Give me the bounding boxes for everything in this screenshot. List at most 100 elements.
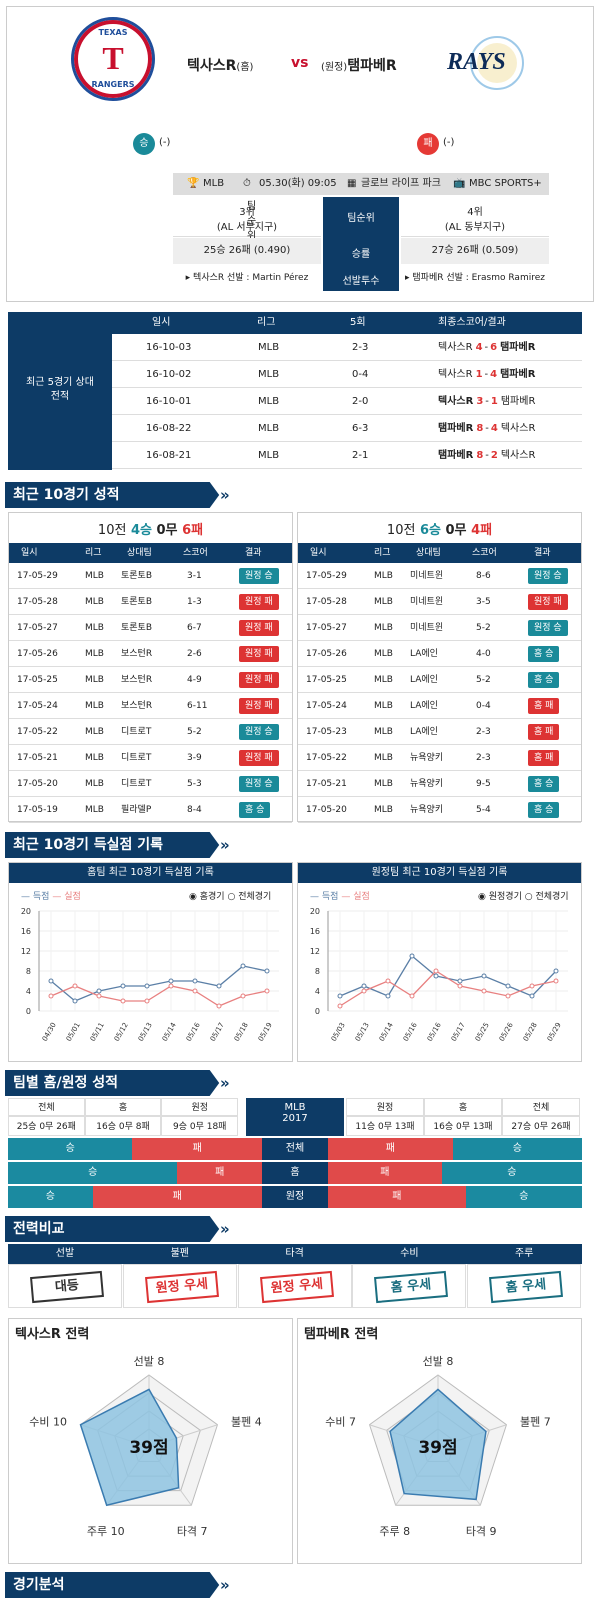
recent10-result-badge: 원정 승	[239, 568, 279, 584]
recent10-league: MLB	[85, 701, 104, 711]
section-recent10-title: 최근 10경기 성적	[13, 487, 120, 503]
radar-axis-label: 주루 8	[379, 1525, 410, 1538]
h2h-row[interactable]: 16-08-22 MLB 6-3 탬파베R 8-4 텍사스R	[112, 415, 582, 442]
recent10-league: MLB	[85, 649, 104, 659]
match-header: TEXAS T RANGERS 텍사스R(홈) vs (원정)탬파베R RAYS…	[6, 6, 594, 302]
h2h-row[interactable]: 16-10-01 MLB 2-0 텍사스R 3-1 탬파베R	[112, 388, 582, 415]
recent10-league: MLB	[85, 571, 104, 581]
data-point	[96, 988, 102, 994]
h2h-left-score: 8	[476, 423, 484, 434]
radio-unchecked-icon[interactable]: ○	[524, 892, 533, 902]
info-venue: 글로브 라이프 파크	[361, 178, 441, 189]
recent10-row[interactable]: 17-05-20 MLB 디트로T 5-3 원정 승	[9, 771, 292, 797]
right-win-bar: 승	[441, 1162, 582, 1184]
recent10-date: 17-05-27	[306, 623, 347, 633]
data-point	[48, 978, 54, 984]
recent10-result-badge: 원정 패	[239, 750, 279, 766]
recent10-row[interactable]: 17-05-22 MLB 뉴욕양키 2-3 홈 패	[298, 745, 581, 771]
y-tick-label: 12	[21, 947, 31, 956]
recent10-row[interactable]: 17-05-27 MLB 토론토B 6-7 원정 패	[9, 615, 292, 641]
radio-unchecked-icon[interactable]: ○	[227, 892, 236, 902]
compare-cell: 원정 우세	[237, 1264, 352, 1308]
away-rank: 4위	[467, 207, 483, 218]
compare-table: 선발 대등 불펜 원정 우세 타격 원정 우세 수비 홈 우세 주루 홈 우세	[8, 1244, 582, 1308]
x-tick-label: 05/03	[330, 1021, 347, 1042]
recent10-league: MLB	[374, 649, 393, 659]
scoring-home-filter[interactable]: ◉ 홈경기 ○ 전체경기	[189, 889, 271, 902]
radio-away-games[interactable]: 원정경기	[488, 892, 522, 902]
recent10-row[interactable]: 17-05-20 MLB 뉴욕양키 5-4 홈 승	[298, 797, 581, 823]
recent10-row[interactable]: 17-05-29 MLB 미네트윈 8-6 원정 승	[298, 563, 581, 589]
recent10-row[interactable]: 17-05-28 MLB 미네트윈 3-5 원정 패	[298, 589, 581, 615]
scoring-home-legend: — 득점 — 실점	[21, 892, 81, 902]
legend-scored: 득점	[32, 892, 50, 902]
h2h-inning5: 2-1	[352, 450, 369, 461]
recent10-row[interactable]: 17-05-24 MLB LA에인 0-4 홈 패	[298, 693, 581, 719]
homeaway-right-header: 전체	[502, 1098, 580, 1116]
data-point	[240, 993, 246, 999]
h2h-row[interactable]: 16-08-21 MLB 2-1 탬파베R 8-2 텍사스R	[112, 442, 582, 469]
recent10-date: 17-05-22	[306, 753, 347, 763]
recent10-row[interactable]: 17-05-25 MLB LA에인 5-2 홈 승	[298, 667, 581, 693]
homeaway-bar-label: 원정	[262, 1186, 328, 1208]
recent10-away[interactable]: 10전 6승 0무 4패 일시 리그 상대팀 스코어 결과 17-05-29 MLB 미네트윈…	[297, 512, 582, 823]
recent10-col: 리그	[85, 548, 102, 558]
logo-text-bottom: RANGERS	[91, 80, 135, 89]
recent10-row[interactable]: 17-05-25 MLB 보스턴R 4-9 원정 패	[9, 667, 292, 693]
recent10-row[interactable]: 17-05-19 MLB 필라델P 8-4 홈 승	[9, 797, 292, 823]
recent10-row[interactable]: 17-05-23 MLB LA에인 2-3 홈 패	[298, 719, 581, 745]
h2h-final: 텍사스R 4-6 탬파베R	[438, 334, 535, 361]
recent10-row[interactable]: 17-05-26 MLB LA에인 4-0 홈 승	[298, 641, 581, 667]
data-point	[433, 968, 439, 974]
data-point	[120, 998, 126, 1004]
radar-axis-label: 타격 9	[466, 1525, 497, 1538]
home-result-note: (-)	[159, 137, 171, 148]
away-rank-cell: 4위 (AL 동부지구)	[401, 197, 549, 237]
chevron-right-icon: »	[220, 836, 230, 854]
logo-letter: T	[102, 40, 124, 76]
h2h-row[interactable]: 16-10-02 MLB 0-4 텍사스R 1-4 탬파베R	[112, 361, 582, 388]
recent10-row[interactable]: 17-05-21 MLB 디트로T 3-9 원정 패	[9, 745, 292, 771]
h2h-right-score: 2	[490, 450, 498, 461]
recent10-date: 17-05-27	[17, 623, 58, 633]
recent10-row[interactable]: 17-05-29 MLB 토론토B 3-1 원정 승	[9, 563, 292, 589]
recent10-row[interactable]: 17-05-21 MLB 뉴욕양키 9-5 홈 승	[298, 771, 581, 797]
recent10-score: 5-4	[476, 805, 491, 815]
recent10-league: MLB	[374, 727, 393, 737]
recent10-opp: 보스턴R	[121, 701, 153, 711]
data-point	[529, 983, 535, 989]
radio-all-games[interactable]: 전체경기	[238, 892, 272, 902]
stadium-icon: ▦	[347, 178, 357, 189]
data-point	[361, 988, 367, 994]
radio-checked-icon[interactable]: ◉	[189, 892, 197, 902]
x-tick-label: 05/16	[426, 1021, 443, 1043]
recent10-row[interactable]: 17-05-24 MLB 보스턴R 6-11 원정 패	[9, 693, 292, 719]
h2h-right-team: 텍사스R	[500, 450, 536, 461]
recent10-row[interactable]: 17-05-22 MLB 디트로T 5-2 원정 승	[9, 719, 292, 745]
recent10-row[interactable]: 17-05-28 MLB 토론토B 1-3 원정 패	[9, 589, 292, 615]
h2h-left-team: 텍사스R	[438, 342, 473, 353]
home-result-badge: 승	[133, 133, 155, 155]
recent10-result-badge: 홈 패	[528, 750, 560, 766]
radio-checked-icon[interactable]: ◉	[478, 892, 486, 902]
radio-all-games[interactable]: 전체경기	[535, 892, 569, 902]
summary-center-col	[323, 197, 399, 291]
away-draws: 0무	[445, 523, 467, 538]
homeaway-right-value: 27승 0무 26패	[502, 1116, 580, 1136]
recent10-score: 9-5	[476, 779, 491, 789]
scoring-away-filter[interactable]: ◉ 원정경기 ○ 전체경기	[478, 889, 569, 902]
h2h-row[interactable]: 16-10-03 MLB 2-3 텍사스R 4-6 탬파베R	[112, 334, 582, 361]
recent10-row[interactable]: 17-05-27 MLB 미네트윈 5-2 원정 승	[298, 615, 581, 641]
recent10-row[interactable]: 17-05-26 MLB 보스턴R 2-6 원정 패	[9, 641, 292, 667]
series-line-allowed	[50, 985, 268, 1007]
recent10-col: 리그	[374, 548, 391, 558]
radio-home-games[interactable]: 홈경기	[199, 892, 225, 902]
recent10-home[interactable]: 10전 4승 0무 6패 일시 리그 상대팀 스코어 결과 17-05-29 MLB 토론토B…	[8, 512, 293, 823]
recent10-score: 2-6	[187, 649, 202, 659]
h2h-left-team: 텍사스R	[438, 369, 473, 380]
compare-stamp: 홈 우세	[489, 1270, 564, 1304]
recent10-opp: LA에인	[410, 701, 438, 711]
h2h-header: 일시 리그 5회 최종스코어/결과	[112, 312, 582, 334]
recent10-col: 일시	[21, 548, 38, 558]
data-point	[96, 993, 102, 999]
